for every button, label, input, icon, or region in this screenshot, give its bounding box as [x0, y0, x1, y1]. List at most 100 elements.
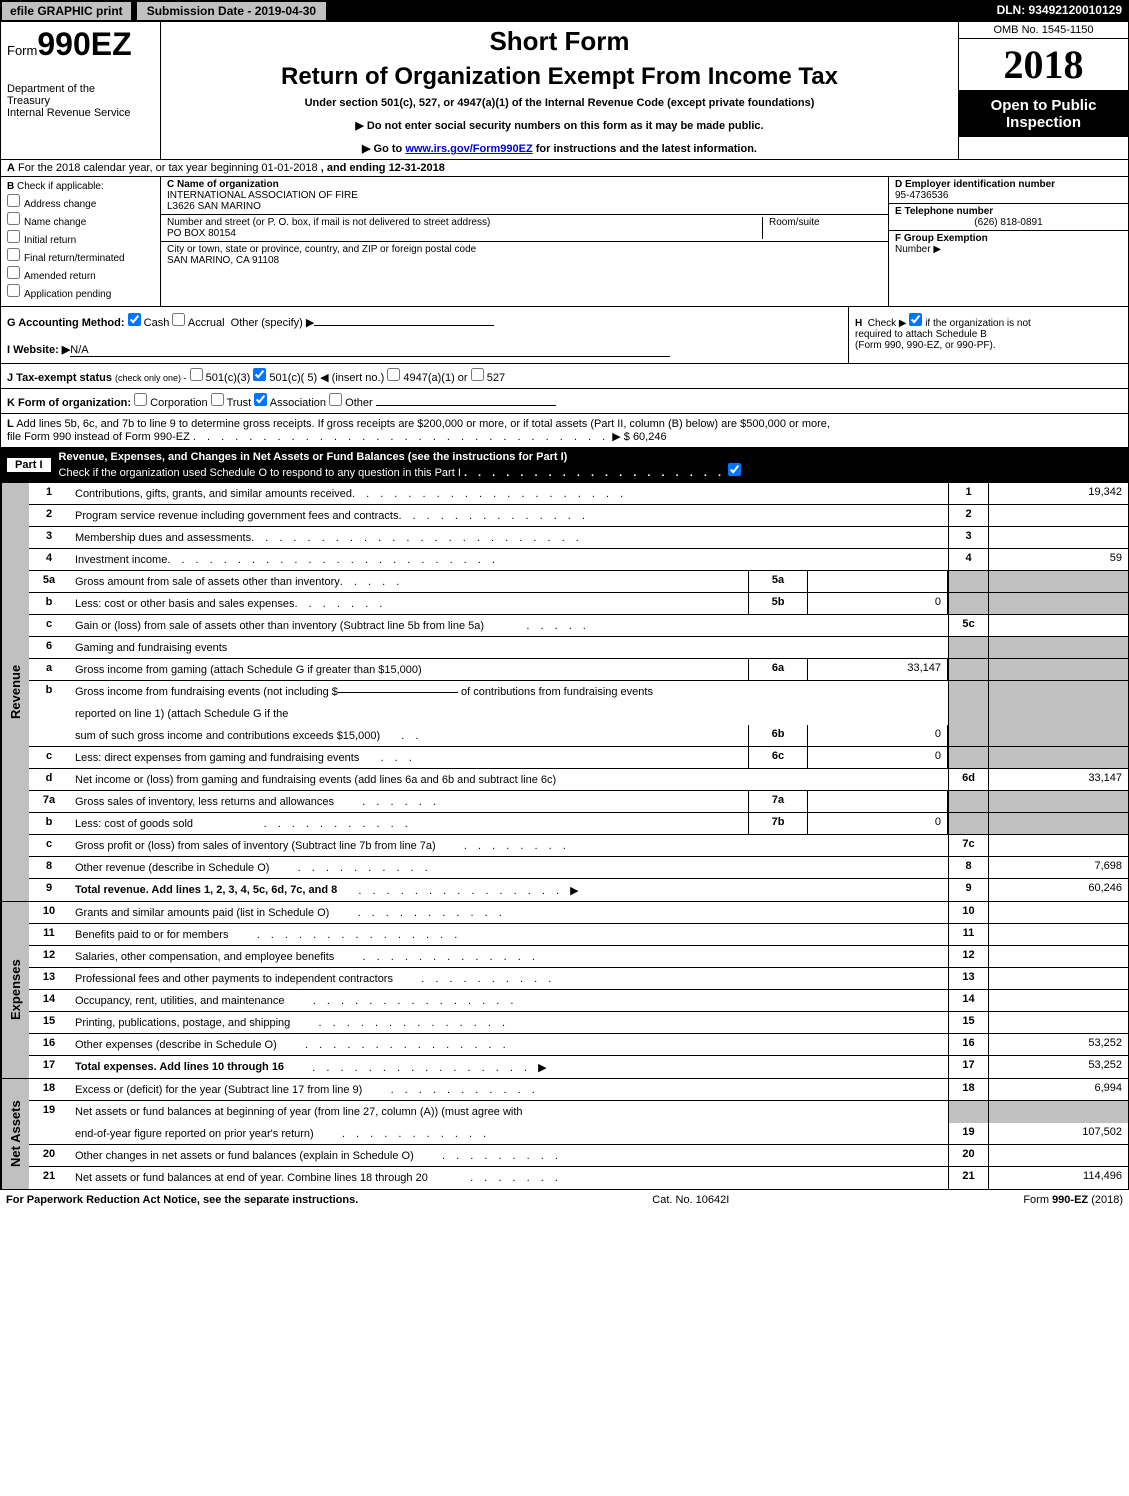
- c-name-row: C Name of organization INTERNATIONAL ASS…: [161, 177, 888, 215]
- chk-partI-scho[interactable]: [728, 463, 741, 476]
- opt-final-return: Final return/terminated: [24, 253, 125, 264]
- row-a-text1: For the 2018 calendar year, or tax year …: [18, 162, 318, 174]
- num-6-shade: [948, 637, 988, 658]
- chk-application-pending[interactable]: [7, 284, 20, 297]
- chk-trust[interactable]: [211, 393, 224, 406]
- inspection-line2: Inspection: [961, 114, 1126, 131]
- num-6c-shade: [948, 747, 988, 768]
- k-o1: Corporation: [150, 397, 207, 409]
- chk-accrual[interactable]: [172, 313, 185, 326]
- h-text3: required to attach Schedule B: [855, 329, 987, 340]
- val-9: 60,246: [988, 879, 1128, 901]
- lno-6c: c: [29, 747, 69, 768]
- irs-link[interactable]: www.irs.gov/Form990EZ: [405, 143, 532, 155]
- ldesc-16: Other expenses (describe in Schedule O): [75, 1039, 277, 1051]
- num-1: 1: [948, 483, 988, 504]
- ldesc-6c: Less: direct expenses from gaming and fu…: [75, 752, 359, 764]
- ldesc-5a: Gross amount from sale of assets other t…: [75, 576, 340, 588]
- h-label: H: [855, 318, 862, 329]
- chk-amended-return[interactable]: [7, 266, 20, 279]
- d-grp-row: F Group Exemption Number ▶: [889, 231, 1128, 257]
- num-9: 9: [948, 879, 988, 901]
- l-label: L: [7, 418, 14, 430]
- part-i-title: Revenue, Expenses, and Changes in Net As…: [59, 451, 568, 463]
- lno-10: 10: [29, 902, 69, 923]
- subtitle: Under section 501(c), 527, or 4947(a)(1)…: [169, 97, 950, 109]
- val-3: [988, 527, 1128, 548]
- ldesc-2: Program service revenue including govern…: [75, 510, 398, 522]
- lno-7a: 7a: [29, 791, 69, 812]
- chk-final-return[interactable]: [7, 248, 20, 261]
- efile-print-button[interactable]: efile GRAPHIC print: [1, 1, 132, 21]
- g-label: G Accounting Method:: [7, 317, 125, 329]
- chk-501c3[interactable]: [190, 368, 203, 381]
- chk-address-change[interactable]: [7, 194, 20, 207]
- val-17: 53,252: [988, 1056, 1128, 1078]
- ldesc-17: Total expenses. Add lines 10 through 16: [75, 1061, 284, 1073]
- lno-13: 13: [29, 968, 69, 989]
- c-street-label: Number and street (or P. O. box, if mail…: [167, 217, 762, 228]
- ldesc-21: Net assets or fund balances at end of ye…: [75, 1172, 428, 1184]
- val-7c: [988, 835, 1128, 856]
- lno-9: 9: [29, 879, 69, 901]
- lno-14: 14: [29, 990, 69, 1011]
- ldesc-20: Other changes in net assets or fund bala…: [75, 1150, 414, 1162]
- lno-6d: d: [29, 769, 69, 790]
- lno-2: 2: [29, 505, 69, 526]
- d-grp-label: F Group Exemption: [895, 233, 988, 244]
- opt-address-change: Address change: [24, 199, 96, 210]
- chk-4947[interactable]: [387, 368, 400, 381]
- arrow2-prefix: ▶ Go to: [362, 143, 405, 155]
- return-title: Return of Organization Exempt From Incom…: [169, 63, 950, 91]
- chk-name-change[interactable]: [7, 212, 20, 225]
- val-13: [988, 968, 1128, 989]
- lno-21: 21: [29, 1167, 69, 1189]
- num-2: 2: [948, 505, 988, 526]
- ldesc-11: Benefits paid to or for members: [75, 929, 228, 941]
- num-7a-shade: [948, 791, 988, 812]
- ldesc-19b: end-of-year figure reported on prior yea…: [75, 1128, 314, 1140]
- num-20: 20: [948, 1145, 988, 1166]
- num-5b-shade: [948, 593, 988, 614]
- ldesc-6a: Gross income from gaming (attach Schedul…: [75, 664, 422, 676]
- k-o4: Other: [345, 397, 373, 409]
- row-gh: G Accounting Method: Cash Accrual Other …: [0, 307, 1129, 364]
- val-18: 6,994: [988, 1079, 1128, 1100]
- num-14: 14: [948, 990, 988, 1011]
- chk-corporation[interactable]: [134, 393, 147, 406]
- val-8: 7,698: [988, 857, 1128, 878]
- sub-6c: 6c: [748, 747, 808, 768]
- num-16: 16: [948, 1034, 988, 1055]
- k-label: K Form of organization:: [7, 397, 131, 409]
- col-c: C Name of organization INTERNATIONAL ASS…: [161, 177, 888, 306]
- num-19: 19: [948, 1123, 988, 1144]
- l-text2: file Form 990 instead of Form 990-EZ: [7, 431, 190, 443]
- ldesc-9: Total revenue. Add lines 1, 2, 3, 4, 5c,…: [75, 884, 337, 896]
- chk-527[interactable]: [471, 368, 484, 381]
- chk-cash[interactable]: [128, 313, 141, 326]
- chk-initial-return[interactable]: [7, 230, 20, 243]
- num-7b-shade: [948, 813, 988, 834]
- chk-501c[interactable]: [253, 368, 266, 381]
- num-21: 21: [948, 1167, 988, 1189]
- ldesc-18: Excess or (deficit) for the year (Subtra…: [75, 1084, 362, 1096]
- j-label: J Tax-exempt status: [7, 372, 112, 384]
- j-o1: 501(c)(3): [206, 372, 251, 384]
- sidelabel-revenue: Revenue: [1, 483, 29, 901]
- lno-20: 20: [29, 1145, 69, 1166]
- k-other-blank[interactable]: [376, 405, 556, 406]
- val-6b1-shade: [988, 703, 1128, 725]
- val-16: 53,252: [988, 1034, 1128, 1055]
- section-bcd: B Check if applicable: Address change Na…: [0, 177, 1129, 307]
- ldesc-6b-1: Gross income from fundraising events (no…: [75, 686, 338, 698]
- lno-3: 3: [29, 527, 69, 548]
- part-i-header: Part I Revenue, Expenses, and Changes in…: [0, 448, 1129, 483]
- chk-other-org[interactable]: [329, 393, 342, 406]
- g-other-blank[interactable]: [314, 325, 494, 326]
- val-10: [988, 902, 1128, 923]
- lno-8: 8: [29, 857, 69, 878]
- d-grp-label2: Number ▶: [895, 244, 1122, 255]
- 6b-blank[interactable]: [338, 692, 458, 693]
- chk-association[interactable]: [254, 393, 267, 406]
- chk-h[interactable]: [909, 313, 922, 326]
